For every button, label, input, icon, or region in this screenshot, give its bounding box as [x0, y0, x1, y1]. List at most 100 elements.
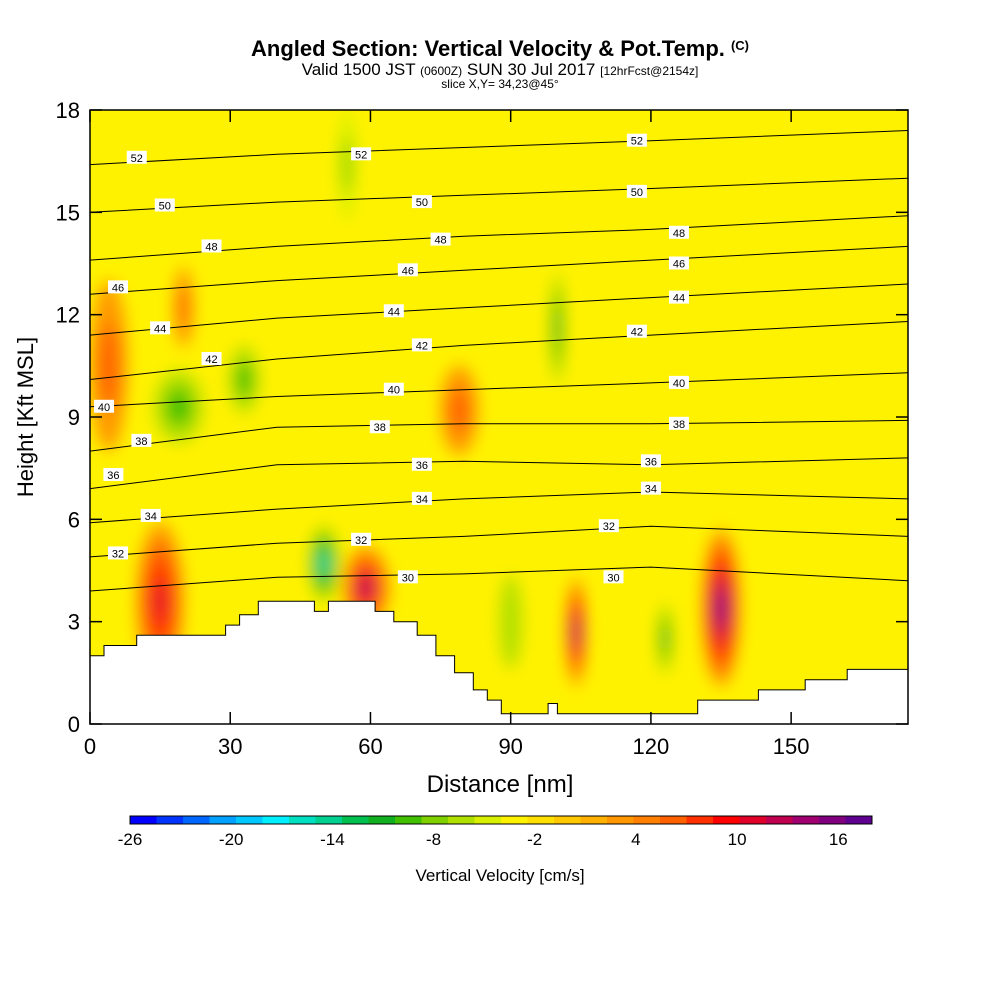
theta-contour-label: 42: [631, 327, 643, 339]
theta-contour-line: [90, 177, 908, 213]
colorbar-swatch: [289, 816, 316, 824]
plot-area: 52 52 52 50 50 50 48 48 48 46 46 46 44 44 44 42 42 42 40 40…: [90, 110, 908, 724]
velocity-cell: [236, 362, 253, 397]
theta-contour-label: 38: [673, 419, 685, 431]
theta-contour-line: [90, 566, 908, 592]
colorbar-swatch: [819, 816, 846, 824]
theta-contour-label: 48: [434, 235, 446, 247]
colorbar-swatch: [713, 816, 740, 824]
theta-contour-label: 50: [631, 187, 643, 199]
contour-label-bg: [411, 195, 432, 209]
contour-label-bg: [626, 324, 647, 338]
velocity-cell: [449, 388, 469, 433]
velocity-cell: [555, 309, 560, 348]
contour-label-bg: [108, 280, 129, 294]
velocity-cell: [662, 626, 668, 651]
contour-label-bg: [397, 263, 418, 277]
y-tick-label: 3: [68, 610, 80, 635]
valid-zulu: (0600Z): [420, 64, 463, 78]
contour-label-bg: [626, 184, 647, 198]
x-tick-label: 30: [218, 734, 242, 759]
velocity-cell: [574, 620, 578, 643]
colorbar-tick-label: -14: [320, 830, 345, 849]
theta-contour-line: [90, 457, 908, 490]
x-tick-label: 150: [773, 734, 810, 759]
slice-info: slice X,Y= 34,23@45°: [441, 77, 559, 91]
theta-contour-label: 42: [416, 340, 428, 352]
colorbar-swatch: [315, 816, 343, 824]
contour-label-bg: [397, 570, 418, 584]
colorbar-tick-label: 10: [728, 830, 747, 849]
colorbar-swatch: [368, 816, 396, 824]
theta-contour-label: 42: [205, 354, 217, 366]
theta-contour-line: [90, 419, 908, 452]
y-tick-label: 18: [56, 98, 80, 123]
colorbar-swatch: [580, 816, 608, 824]
theta-contour-label: 50: [159, 201, 171, 213]
colorbar-tick-label: 4: [631, 830, 640, 849]
colorbar-swatch: [554, 816, 581, 824]
theta-contour-label: 38: [135, 436, 147, 448]
chart-title-text: Angled Section: Vertical Velocity & Pot.…: [251, 36, 725, 61]
colorbar: -26 -20 -14 -8 -2 4 10 16: [118, 815, 873, 849]
theta-contour-label: 36: [107, 470, 119, 482]
colorbar-swatch: [183, 816, 210, 824]
colorbar-swatch: [607, 816, 634, 824]
colorbar-tick-label: -8: [426, 830, 441, 849]
colorbar-swatch: [236, 816, 263, 824]
contour-label-bg: [351, 147, 372, 161]
terrain-profile: [90, 600, 908, 724]
theta-contour-label: 46: [402, 265, 414, 277]
contour-label-bg: [668, 375, 689, 389]
forecast-info: [12hrFcst@2154z]: [600, 64, 699, 78]
colorbar-swatch: [527, 816, 555, 824]
contour-label-bg: [603, 570, 624, 584]
theta-contour-label: 32: [355, 535, 367, 547]
y-tick-label: 9: [68, 405, 80, 430]
chart-title: Angled Section: Vertical Velocity & Pot.…: [0, 36, 1000, 62]
contour-label-bg: [626, 133, 647, 147]
velocity-cell: [847, 512, 894, 581]
colorbar-swatch: [262, 816, 290, 824]
contour-label-bg: [150, 321, 171, 335]
contour-label-bg: [640, 454, 661, 468]
colorbar-swatch: [474, 816, 502, 824]
colorbar-swatch: [209, 816, 237, 824]
theta-contour-label: 36: [645, 456, 657, 468]
colorbar-tick-label: 16: [829, 830, 848, 849]
contour-label-bg: [201, 239, 222, 253]
velocity-cell: [361, 579, 371, 596]
valid-date: SUN 30 Jul 2017: [466, 60, 596, 79]
contour-label-bg: [411, 338, 432, 352]
theta-contour-label: 52: [131, 153, 143, 165]
theta-contour-label: 30: [607, 572, 619, 584]
x-tick-label: 60: [358, 734, 382, 759]
colorbar-swatch: [792, 816, 820, 824]
contour-label-bg: [126, 150, 147, 164]
colorbar-swatch: [130, 816, 157, 824]
contour-label-bg: [108, 546, 129, 560]
velocity-cell: [717, 594, 725, 622]
theta-contour-label: 52: [355, 149, 367, 161]
y-axis-label: Height [Kft MSL]: [13, 337, 38, 497]
colorbar-swatch: [156, 816, 184, 824]
contour-label-bg: [668, 416, 689, 430]
chart-subtitle: Valid 1500 JST (0600Z) SUN 30 Jul 2017 […: [0, 60, 1000, 80]
colorbar-swatch: [633, 816, 661, 824]
theta-contour-label: 40: [673, 378, 685, 390]
copyright-mark: (C): [730, 38, 749, 53]
contour-label-bg: [94, 399, 115, 413]
theta-contour-label: 48: [673, 228, 685, 240]
theta-contour-label: 34: [416, 494, 428, 506]
theta-contour-label: 48: [205, 241, 217, 253]
contour-label-bg: [140, 508, 161, 522]
contour-label-bg: [668, 290, 689, 304]
contour-label-bg: [430, 232, 451, 246]
contour-label-bg: [383, 382, 404, 396]
theta-contour-label: 36: [416, 460, 428, 472]
valid-time: Valid 1500 JST: [301, 60, 416, 79]
theta-contour-label: 32: [112, 548, 124, 560]
x-tick-label: 90: [498, 734, 522, 759]
